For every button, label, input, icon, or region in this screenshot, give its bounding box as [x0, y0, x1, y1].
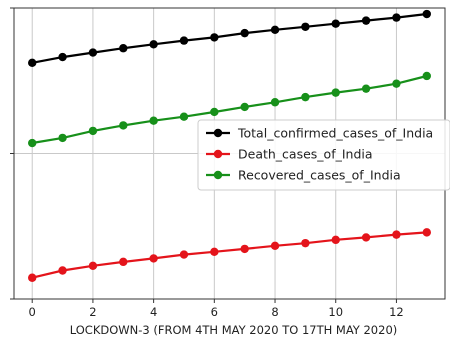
- x-tick-label: 12: [389, 305, 404, 319]
- x-tick-label: 8: [271, 305, 278, 319]
- data-point: [180, 113, 188, 121]
- data-point: [240, 29, 248, 37]
- series-2: [28, 228, 431, 282]
- legend-marker: [214, 129, 222, 137]
- data-point: [392, 79, 400, 87]
- data-point: [362, 84, 370, 92]
- data-point: [332, 88, 340, 96]
- data-point: [332, 20, 340, 28]
- data-point: [301, 239, 309, 247]
- legend-marker: [214, 171, 222, 179]
- data-point: [423, 10, 431, 18]
- legend-marker: [214, 150, 222, 158]
- data-point: [89, 262, 97, 270]
- data-point: [362, 233, 370, 241]
- data-point: [28, 139, 36, 147]
- x-tick-label: 0: [29, 305, 36, 319]
- data-point: [180, 36, 188, 44]
- data-point: [149, 254, 157, 262]
- x-tick-label: 4: [150, 305, 157, 319]
- data-point: [149, 117, 157, 125]
- data-point: [28, 274, 36, 282]
- data-point: [392, 230, 400, 238]
- data-point: [58, 53, 66, 61]
- x-axis-title: LOCKDOWN-3 (FROM 4TH MAY 2020 TO 17TH MA…: [70, 323, 398, 337]
- data-point: [89, 48, 97, 56]
- x-tick-label: 10: [328, 305, 343, 319]
- x-axis: 0 2 4 6 8 10 12: [29, 299, 404, 319]
- data-point: [58, 134, 66, 142]
- legend-label: Recovered_cases_of_India: [238, 168, 401, 183]
- data-point: [210, 33, 218, 41]
- data-point: [210, 108, 218, 116]
- x-tick-label: 6: [211, 305, 218, 319]
- data-point: [240, 245, 248, 253]
- data-point: [271, 242, 279, 250]
- data-point: [149, 40, 157, 48]
- data-point: [301, 93, 309, 101]
- data-point: [89, 127, 97, 135]
- data-point: [119, 258, 127, 266]
- x-tick-label: 2: [89, 305, 96, 319]
- legend-label: Total_confirmed_cases_of_India: [237, 126, 433, 141]
- legend: Total_confirmed_cases_of_India Death_case…: [198, 120, 450, 190]
- data-point: [362, 16, 370, 24]
- data-point: [240, 103, 248, 111]
- data-point: [210, 248, 218, 256]
- data-point: [119, 44, 127, 52]
- data-point: [180, 250, 188, 258]
- data-point: [58, 266, 66, 274]
- data-point: [423, 228, 431, 236]
- series-1: [28, 10, 431, 67]
- data-point: [332, 236, 340, 244]
- y-axis: [10, 8, 14, 299]
- data-point: [271, 98, 279, 106]
- data-point: [271, 26, 279, 34]
- data-point: [392, 13, 400, 21]
- legend-label: Death_cases_of_India: [238, 147, 373, 162]
- data-point: [301, 23, 309, 31]
- data-point: [423, 72, 431, 80]
- data-point: [28, 59, 36, 67]
- data-point: [119, 121, 127, 129]
